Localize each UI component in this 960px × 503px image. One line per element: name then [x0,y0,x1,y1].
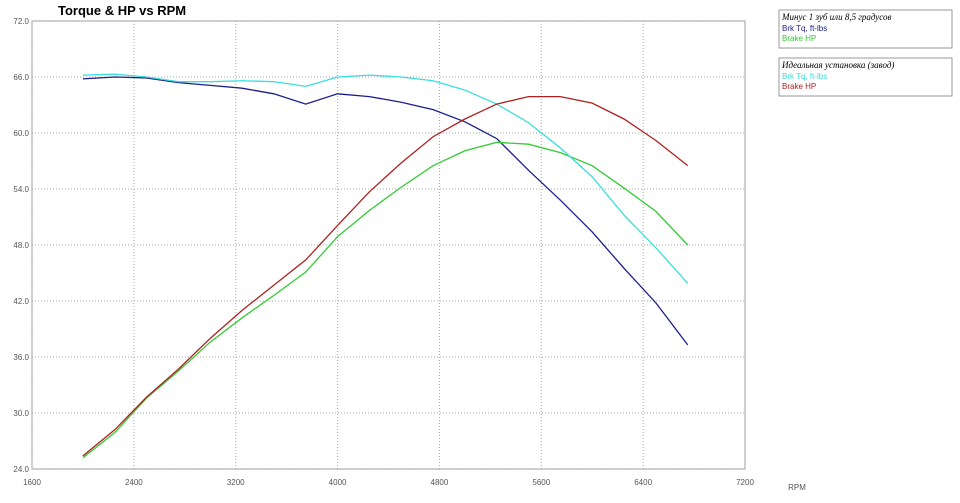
x-tick-label: 4000 [329,478,347,487]
y-tick-label: 24.0 [13,465,29,474]
y-tick-label: 72.0 [13,17,29,26]
series-line [82,141,689,459]
x-tick-label: 2400 [125,478,143,487]
legend-label: Brake HP [782,34,816,43]
legend-label: Brk Tq, ft-lbs [782,72,827,81]
y-tick-label: 36.0 [13,353,29,362]
y-tick-label: 60.0 [13,129,29,138]
x-tick-label: 3200 [227,478,245,487]
chart-title: Torque & HP vs RPM [58,3,186,18]
y-tick-label: 30.0 [13,409,29,418]
series-line [82,73,689,284]
legend-group-title: Идеальная установка (завод) [781,60,894,70]
y-tick-label: 42.0 [13,297,29,306]
series-line [82,76,689,346]
x-tick-label: 7200 [736,478,754,487]
x-tick-label: 6400 [634,478,652,487]
y-tick-label: 48.0 [13,241,29,250]
x-tick-label: 1600 [23,478,41,487]
legend-group-title: Минус 1 зуб или 8,5 градусов [781,12,892,22]
x-tick-label: 4800 [431,478,449,487]
legend-box [778,57,953,97]
y-tick-label: 66.0 [13,73,29,82]
x-tick-label: 5600 [532,478,550,487]
legend-label: Brake HP [782,82,816,91]
x-axis-label: RPM [788,483,806,492]
legend-box [778,9,953,49]
legend-label: Brk Tq, ft-lbs [782,24,827,33]
series-line [82,95,689,457]
y-tick-label: 54.0 [13,185,29,194]
